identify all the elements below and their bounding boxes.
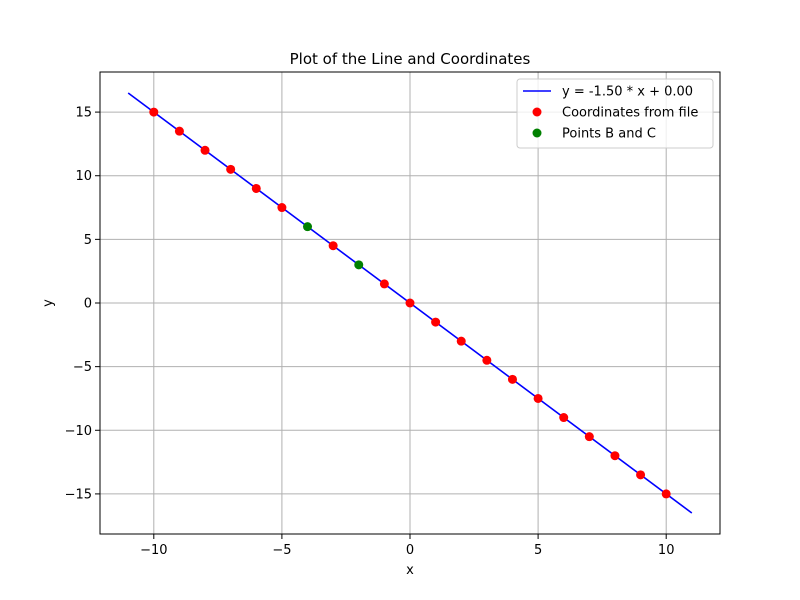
x-tick-label: −10 bbox=[140, 543, 167, 558]
coordinate-point bbox=[226, 164, 236, 174]
legend-entry-label: y = -1.50 * x + 0.00 bbox=[562, 85, 693, 100]
y-tick-label: −10 bbox=[65, 424, 92, 439]
x-tick-label: 10 bbox=[658, 543, 675, 558]
chart-title: Plot of the Line and Coordinates bbox=[290, 50, 531, 68]
coordinate-point bbox=[482, 355, 492, 365]
coordinate-point bbox=[661, 489, 671, 499]
y-tick-label: 5 bbox=[84, 233, 92, 248]
coordinate-point bbox=[149, 107, 159, 117]
coordinate-point bbox=[277, 203, 287, 213]
legend-entry-label: Coordinates from file bbox=[562, 106, 698, 121]
legend-entry-label: Points B and C bbox=[562, 127, 656, 142]
legend: y = -1.50 * x + 0.00 Coordinates from fil… bbox=[516, 78, 714, 149]
y-axis-label: y bbox=[41, 299, 56, 307]
y-tick-label: −15 bbox=[65, 487, 92, 502]
x-tick-label: 5 bbox=[534, 543, 542, 558]
coordinate-point bbox=[405, 298, 415, 308]
x-tick-label: 0 bbox=[406, 543, 414, 558]
coordinate-point bbox=[584, 432, 594, 442]
y-tick-label: 15 bbox=[75, 106, 92, 121]
coordinate-point bbox=[507, 374, 517, 384]
axis-ticks: −10 −5 0 5 10 −15 −10 −5 0 5 10 15 bbox=[65, 106, 675, 558]
coordinate-point bbox=[456, 336, 466, 346]
point-b-c bbox=[354, 260, 364, 270]
legend-marker-swatch bbox=[532, 128, 542, 138]
legend-marker-swatch bbox=[532, 107, 542, 117]
coordinate-point bbox=[559, 413, 569, 423]
x-tick-label: −5 bbox=[272, 543, 291, 558]
coordinate-point bbox=[610, 451, 620, 461]
coordinate-point bbox=[431, 317, 441, 327]
coordinate-point bbox=[636, 470, 646, 480]
coordinate-point bbox=[533, 393, 543, 403]
coordinate-point bbox=[328, 241, 338, 251]
coordinate-point bbox=[251, 183, 261, 193]
coordinate-point bbox=[200, 145, 210, 155]
coordinate-point bbox=[174, 126, 184, 136]
plot-series bbox=[127, 92, 693, 514]
point-b-c bbox=[303, 222, 313, 232]
x-axis-label: x bbox=[406, 563, 414, 578]
y-tick-label: 10 bbox=[75, 169, 92, 184]
legend-box bbox=[516, 78, 714, 149]
y-tick-label: 0 bbox=[84, 297, 92, 312]
y-tick-label: −5 bbox=[73, 360, 92, 375]
coordinate-point bbox=[379, 279, 389, 289]
